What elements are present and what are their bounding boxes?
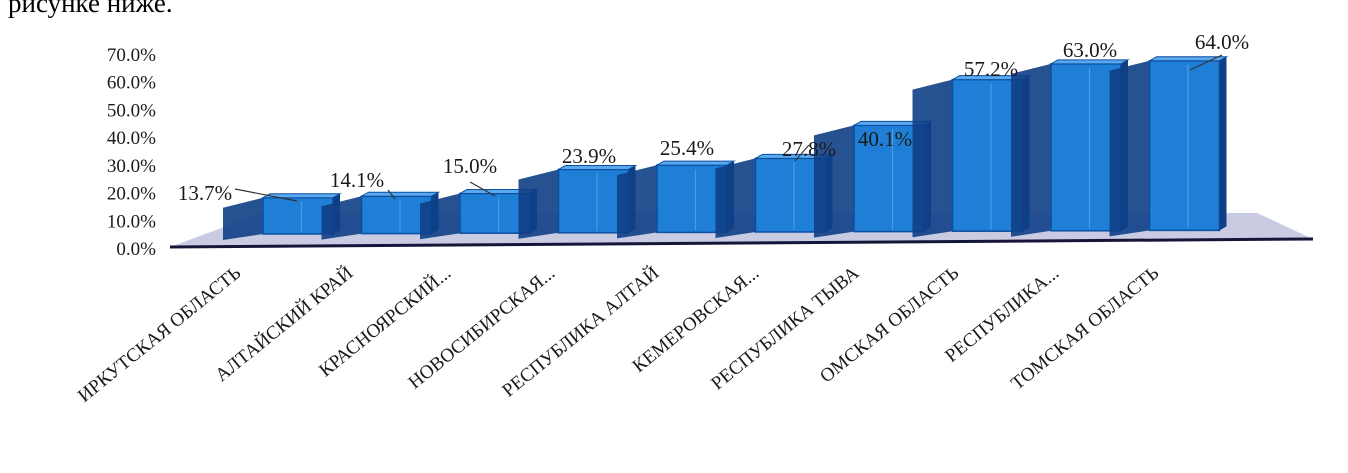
data-label: 57.2% <box>964 57 1018 81</box>
y-tick-label: 60.0% <box>107 73 156 94</box>
y-tick-label: 40.0% <box>107 128 156 149</box>
bars <box>223 56 1229 240</box>
y-tick-label: 30.0% <box>107 156 156 177</box>
data-labels: 13.7% 14.1% 15.0% 23.9% 25.4% 27.8% 40.1% 57.2%… <box>178 30 1249 205</box>
data-label: 15.0% <box>443 154 497 178</box>
data-label: 14.1% <box>330 168 384 192</box>
leader-line <box>794 144 810 162</box>
bar <box>1109 56 1229 237</box>
y-tick-label: 70.0% <box>107 45 156 66</box>
data-label: 27.8% <box>782 137 836 161</box>
data-label: 23.9% <box>562 144 616 168</box>
data-label: 63.0% <box>1063 38 1117 62</box>
category-label: ИРКУТСКАЯ ОБЛАСТЬ <box>74 263 245 407</box>
y-tick-label: 0.0% <box>116 239 156 260</box>
y-tick-label: 10.0% <box>107 211 156 232</box>
bar <box>617 160 736 239</box>
y-tick-label: 50.0% <box>107 100 156 121</box>
data-label: 40.1% <box>858 127 912 151</box>
leader-line <box>469 181 496 197</box>
data-label: 64.0% <box>1195 30 1249 54</box>
data-label: 13.7% <box>178 181 232 205</box>
y-tick-label: 20.0% <box>107 184 156 205</box>
leader-line <box>234 188 298 202</box>
data-label: 25.4% <box>660 136 714 160</box>
x-axis-line <box>169 237 1314 249</box>
y-axis-ticks: 0.0% 10.0% 20.0% 30.0% 40.0% 50.0% 60.0% 70.0% <box>107 45 156 260</box>
leader-line <box>387 189 396 200</box>
bar <box>814 120 933 238</box>
leader-line <box>1189 54 1223 71</box>
intro-text: рисунке ниже. <box>8 0 173 18</box>
